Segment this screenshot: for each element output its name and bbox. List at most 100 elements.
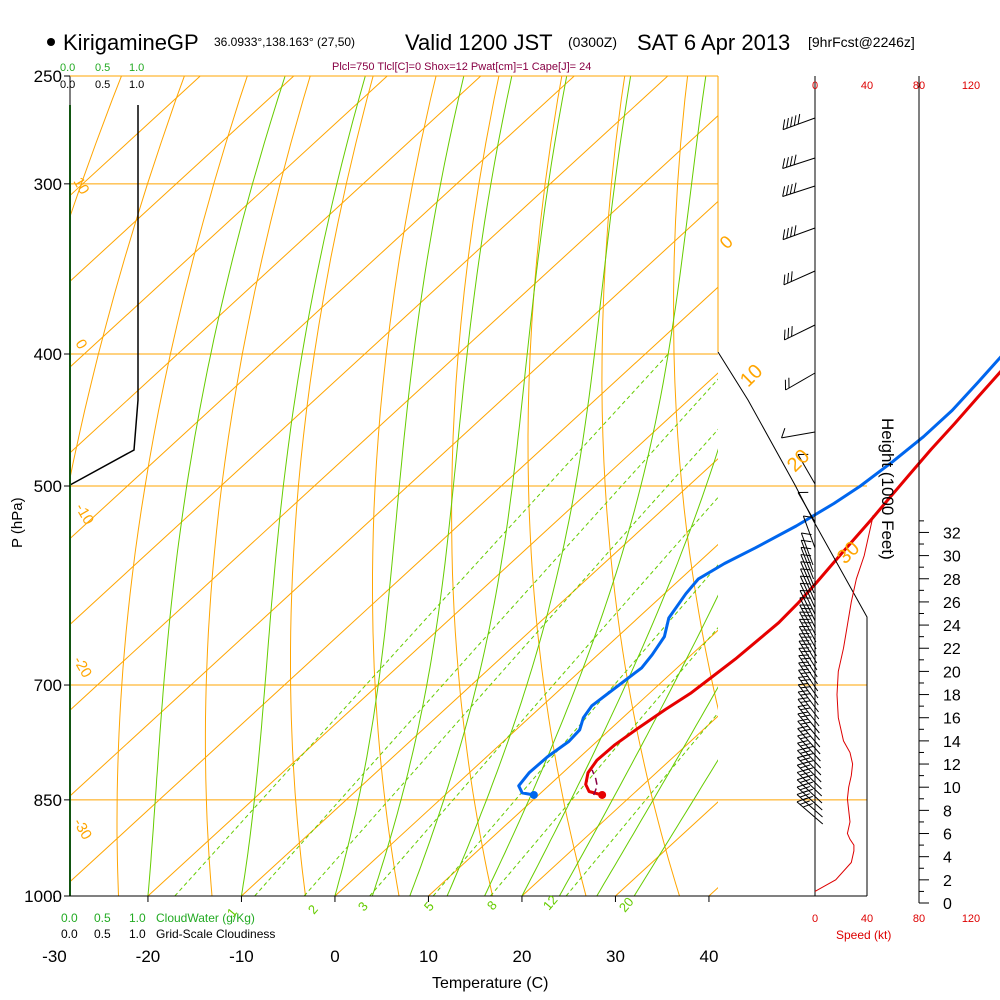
cloud-bot2-tick-2: 1.0 — [129, 927, 146, 941]
barb-flag — [793, 182, 797, 193]
height-tick-label: 10 — [943, 780, 961, 797]
barb-flag — [800, 728, 811, 732]
mixing-ratio-line — [565, 712, 718, 896]
wind-speed-panel: 0040408080120120024681012141618202224262… — [717, 76, 980, 925]
mixing-ratio-label: 2 — [305, 902, 321, 917]
temp-tick-label: 30 — [606, 947, 625, 966]
height-tick-label: 28 — [943, 572, 961, 589]
barb-flag — [797, 697, 809, 700]
speed-series-line — [814, 514, 874, 892]
barb-flag — [801, 607, 812, 610]
wind-barb-icon — [799, 611, 817, 643]
barb-flag — [801, 643, 812, 646]
barb-flag — [798, 682, 809, 686]
barb-flag — [793, 225, 797, 236]
height-tick-label: 20 — [943, 664, 961, 681]
height-tick-label: 24 — [943, 618, 961, 635]
barb-flag — [800, 735, 811, 740]
barb-flag — [790, 271, 793, 282]
barb-shaft — [783, 270, 816, 286]
wind-barb-icon — [796, 790, 823, 818]
parcel-series-line — [591, 769, 598, 796]
dry-adiabat — [70, 76, 185, 481]
station-name: KirigamineGP — [63, 30, 199, 55]
cloud-bot-tick-0: 0.0 — [61, 911, 78, 925]
cloud-top-tick-2: 1.0 — [129, 62, 144, 74]
barb-shaft — [799, 590, 816, 622]
isotherm-label: 10 — [736, 360, 767, 391]
barb-flag — [799, 778, 811, 783]
wind-barb-icon — [796, 761, 822, 790]
barb-flag — [801, 532, 812, 536]
moist-adiabat — [240, 76, 366, 896]
cloud-top-tick-1: 0.5 — [95, 62, 110, 74]
isotherm-label: -10 — [72, 501, 98, 528]
y-axis-title: P (hPa) — [9, 497, 26, 548]
barb-flag — [785, 157, 789, 168]
speed-top-tick: 0 — [812, 80, 818, 92]
dry-adiabat — [116, 76, 248, 896]
wind-barb-icon — [781, 428, 816, 439]
isotherm-line — [241, 458, 718, 896]
barb-flag — [790, 226, 793, 237]
barb-flag — [798, 654, 810, 657]
barb-flag — [797, 761, 808, 766]
barb-flag — [782, 158, 786, 169]
wind-barb-icon — [798, 625, 817, 657]
wind-barb-icon — [797, 711, 820, 741]
pressure-tick-label: 1000 — [24, 887, 62, 906]
moist-adiabat — [558, 594, 718, 896]
barb-flag — [789, 155, 793, 167]
dry-adiabat — [743, 52, 867, 896]
barb-shaft — [797, 720, 821, 748]
barb-flag — [799, 771, 811, 776]
barb-flag — [802, 803, 813, 808]
barb-flag — [800, 700, 811, 703]
barb-shaft — [785, 372, 816, 391]
temp-tick-label: -10 — [229, 947, 254, 966]
barb-flag — [798, 675, 809, 678]
height-tick-label: 18 — [943, 688, 961, 705]
barb-shaft — [782, 185, 816, 197]
barb-flag — [790, 116, 793, 127]
y2-axis-title: Height (1000 Feet) — [878, 418, 897, 560]
barb-flag — [797, 740, 808, 744]
height-tick-label: 14 — [943, 734, 961, 751]
barb-flag — [797, 747, 808, 751]
mixing-ratio-line — [369, 496, 718, 896]
barb-shaft — [782, 227, 816, 241]
barb-flag — [781, 428, 786, 439]
mixing-ratio-line — [174, 353, 669, 896]
barb-shaft — [800, 540, 814, 573]
speed-panel-border — [717, 351, 868, 896]
barb-flag — [800, 714, 811, 718]
moist-adiabat — [147, 76, 286, 896]
dry-adiabat — [70, 76, 123, 219]
barb-flag — [797, 768, 808, 773]
barb-flag — [796, 776, 808, 781]
barb-flag — [801, 636, 812, 638]
valid-time: Valid 1200 JST — [405, 30, 553, 55]
barb-shaft — [797, 684, 819, 713]
barb-flag — [783, 274, 786, 285]
cloud-bot-tick-1: 0.5 — [94, 911, 111, 925]
moist-adiabat — [446, 76, 632, 896]
mixing-ratio-label: 3 — [355, 899, 371, 914]
barb-shaft — [799, 597, 816, 629]
barb-flag — [783, 329, 786, 340]
wind-barb-icon — [799, 597, 816, 629]
barb-shaft — [800, 568, 815, 601]
barb-shaft — [799, 604, 817, 636]
barb-flag — [798, 668, 809, 671]
temp-tick-label: -20 — [136, 947, 161, 966]
height-tick-label: 22 — [943, 641, 961, 658]
wind-barb-icon — [799, 582, 816, 615]
barb-flag — [796, 797, 807, 803]
barb-shaft — [797, 713, 820, 741]
barb-shaft — [798, 662, 819, 692]
barb-flag — [799, 800, 810, 805]
barb-shaft — [797, 691, 820, 720]
barb-flag — [803, 515, 814, 519]
dewpoint-surface-point — [529, 790, 538, 799]
